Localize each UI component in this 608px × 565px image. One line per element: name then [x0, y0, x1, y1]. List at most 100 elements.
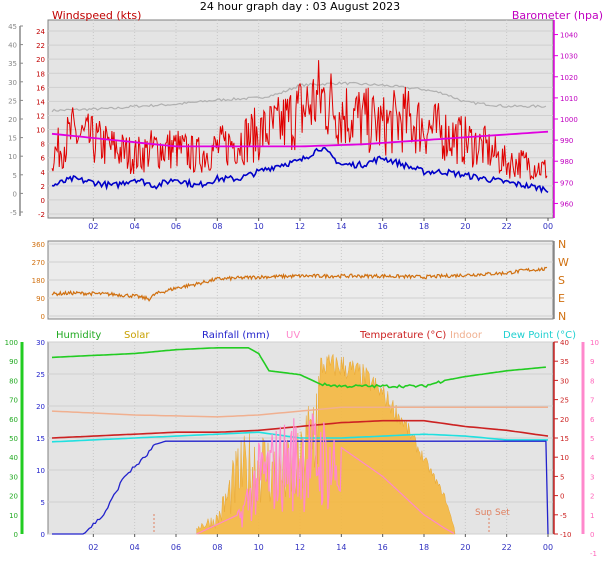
windspeed-tick-label: 24: [36, 28, 45, 36]
windspeed-tick-label: 4: [41, 169, 46, 177]
windspeed-tick-label: 2: [41, 183, 45, 191]
uv-tick-label: 5: [590, 435, 594, 443]
indoor-temperature-line: [51, 406, 548, 418]
windspeed-tick-label: 18: [36, 70, 45, 78]
rainfall-tick-label: 10: [36, 467, 45, 475]
humidity-tick-label: 0: [14, 531, 18, 539]
uv-tick-label: 10: [590, 339, 599, 347]
humidity-tick-label: 30: [9, 473, 18, 481]
compass-point-label: N: [558, 238, 566, 251]
direction-degree-label: 360: [32, 241, 45, 249]
temperature-tick-label: -5: [560, 512, 567, 520]
temperature-tick-label: 40: [560, 339, 569, 347]
uv-tick-label: 6: [590, 416, 595, 424]
x-tick-label: 06: [171, 222, 181, 231]
temperature-tick-label: 20: [560, 416, 569, 424]
graph-title: 24 hour graph day : 03 August 2023: [200, 0, 400, 13]
dew-point-line: [51, 431, 548, 443]
x-tick-label: 20: [460, 222, 470, 231]
x-tick-label: 10: [254, 222, 264, 231]
humidity-tick-label: 90: [9, 358, 18, 366]
x-tick-label: 04: [130, 543, 140, 552]
temperature-tick-label: -10: [560, 531, 571, 539]
wind-gust-line: [51, 60, 548, 180]
x-tick-label: 20: [460, 543, 470, 552]
x-tick-label: 10: [254, 543, 264, 552]
direction-degree-label: 180: [32, 277, 45, 285]
barometer-tick-label: 1020: [560, 74, 578, 82]
x-tick-label: 08: [212, 543, 222, 552]
temperature-tick-label: 15: [560, 435, 569, 443]
windspeed-tick-label: 8: [41, 141, 45, 149]
rainfall-tick-label: 20: [36, 403, 45, 411]
direction-degree-label: 90: [36, 295, 45, 303]
rainfall-tick-label: 15: [36, 435, 45, 443]
outer-speed-tick-label: 15: [8, 135, 17, 143]
rainfall-tick-label: 0: [41, 531, 45, 539]
outer-speed-tick-label: -5: [10, 209, 17, 217]
x-tick-label: 16: [378, 543, 388, 552]
humidity-tick-label: 20: [9, 493, 18, 501]
compass-point-label: S: [558, 274, 565, 287]
rainfall-tick-label: 30: [36, 339, 45, 347]
outer-speed-tick-label: 10: [8, 153, 17, 161]
outer-speed-tick-label: 45: [8, 23, 17, 31]
compass-point-label: W: [558, 256, 569, 269]
windspeed-tick-label: 6: [41, 155, 46, 163]
direction-degree-label: 0: [41, 313, 45, 321]
uv-tick-label: -1: [590, 550, 597, 558]
uv-tick-label: 8: [590, 377, 594, 385]
x-tick-label: 02: [88, 543, 98, 552]
legend-entry: Temperature (°C): [359, 330, 446, 341]
x-tick-label: 18: [419, 543, 429, 552]
legend-entry: Humidity: [56, 330, 101, 341]
windspeed-tick-label: 20: [36, 56, 45, 64]
legend-entry: UV: [286, 330, 300, 341]
barometer-line: [51, 130, 549, 148]
compass-point-label: N: [558, 310, 566, 323]
windspeed-tick-label: 12: [36, 112, 45, 120]
outer-speed-tick-label: 35: [8, 60, 17, 68]
uv-line: [196, 413, 455, 535]
x-tick-label: 16: [378, 222, 388, 231]
humidity-line: [51, 347, 546, 389]
x-tick-label: 14: [336, 222, 346, 231]
outer-speed-tick-label: 5: [13, 172, 17, 180]
windspeed-tick-label: 14: [36, 98, 45, 106]
temperature-tick-label: 5: [560, 473, 564, 481]
uv-tick-label: 0: [590, 531, 594, 539]
barometer-tick-label: 1000: [560, 116, 578, 124]
temperature-tick-label: 35: [560, 358, 569, 366]
temperature-tick-label: 30: [560, 377, 569, 385]
x-tick-label: 12: [295, 543, 305, 552]
barometer-tick-label: 960: [560, 200, 573, 208]
x-tick-label: 18: [419, 222, 429, 231]
legend-entry: Solar: [124, 330, 150, 341]
humidity-tick-label: 80: [9, 377, 18, 385]
barometer-tick-label: 1040: [560, 32, 578, 40]
uv-tick-label: 2: [590, 493, 594, 501]
x-tick-label: 00: [543, 222, 553, 231]
uv-tick-label: 3: [590, 473, 594, 481]
humidity-tick-label: 70: [9, 397, 18, 405]
x-tick-label: 02: [88, 222, 98, 231]
x-tick-label: 08: [212, 222, 222, 231]
barometer-tick-label: 980: [560, 158, 573, 166]
temperature-line: [51, 419, 549, 439]
legend-entry: Indoor: [450, 330, 483, 341]
windspeed-tick-label: 10: [36, 127, 45, 135]
legend-entry: Rainfall (mm): [202, 330, 270, 341]
humidity-tick-label: 50: [9, 435, 18, 443]
x-tick-label: 14: [336, 543, 346, 552]
legend-entry: Dew Point (°C): [503, 330, 576, 341]
x-tick-label: 12: [295, 222, 305, 231]
barometer-tick-label: 970: [560, 179, 573, 187]
uv-tick-label: 4: [590, 454, 595, 462]
sun-set-label: Sun Set: [475, 508, 510, 518]
x-tick-label: 06: [171, 543, 181, 552]
windspeed-axis-title: Windspeed (kts): [52, 9, 141, 22]
